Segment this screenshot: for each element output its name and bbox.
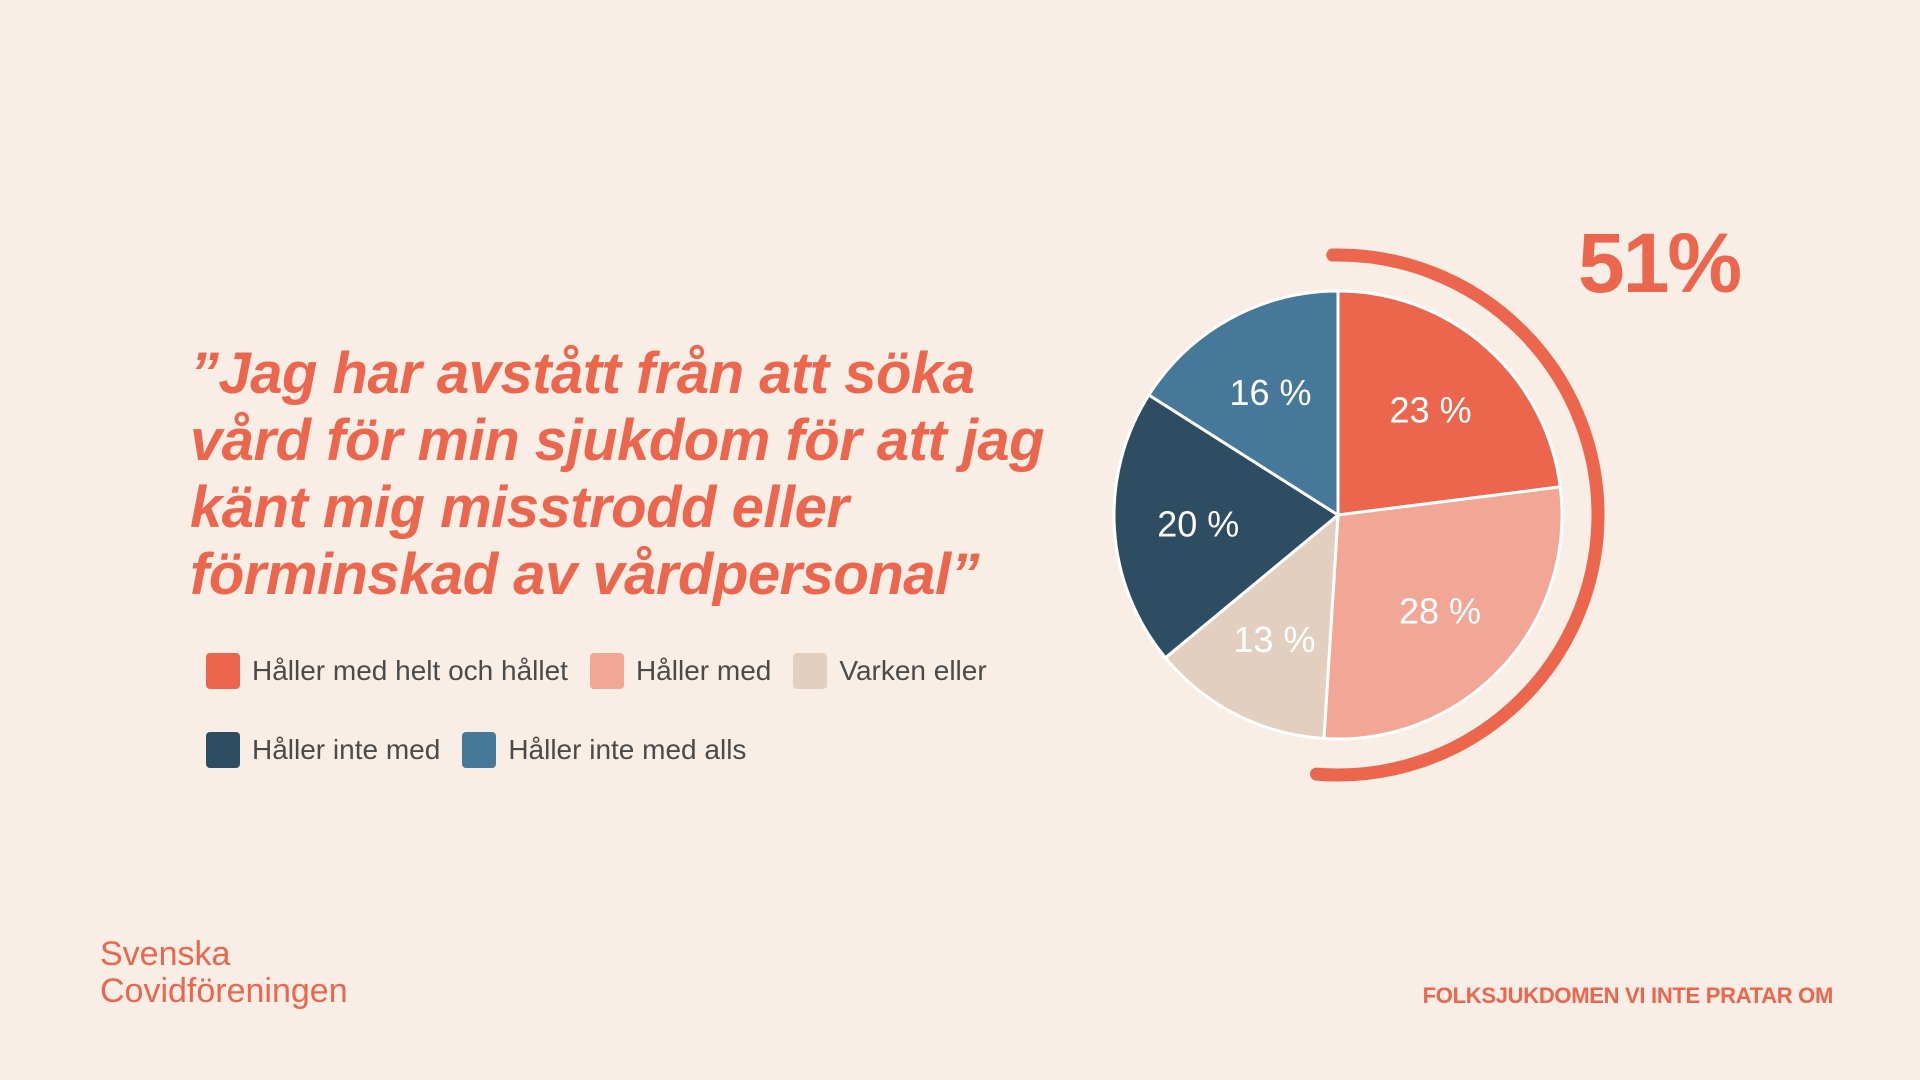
legend-label: Håller med: [635, 654, 772, 686]
highlight-percentage: 51%: [1578, 230, 1740, 310]
legend-item: Varken eller: [793, 651, 987, 690]
legend-swatch: [462, 731, 497, 768]
slice-label: 20 %: [1157, 503, 1239, 544]
chart-quote: ”Jag har avstått från att söka vård för …: [190, 341, 1045, 607]
pie-slice: [1163, 513, 1340, 741]
chart-legend: Håller med helt och hållet Håller med Va…: [206, 651, 1106, 769]
legend-item: Håller med: [589, 651, 772, 690]
pie-chart: 23 % 28 % 13 % 20 % 16 % 51%: [1112, 230, 1742, 782]
slice-label: 28 %: [1399, 590, 1481, 631]
pie-slice: [1147, 289, 1340, 517]
brand-line1: Svenska: [100, 935, 231, 973]
pie-slice: [1336, 289, 1562, 517]
slice-label: 13 %: [1233, 619, 1315, 660]
legend-swatch: [589, 652, 624, 689]
brand-logo: Svenska Covidföreningen: [100, 936, 348, 1010]
pie-slice: [1112, 393, 1340, 660]
slice-label: 16 %: [1230, 372, 1312, 413]
legend-label: Håller inte med alls: [508, 733, 747, 765]
pie-slice: [1322, 485, 1564, 741]
legend-label: Håller inte med: [252, 733, 441, 765]
legend-item: Håller inte med alls: [462, 730, 746, 769]
legend-item: Håller med helt och hållet: [206, 651, 568, 690]
legend-swatch: [206, 731, 240, 768]
legend-item: Håller inte med: [206, 730, 440, 769]
highlight-arc: [1309, 248, 1605, 782]
legend-swatch: [206, 652, 240, 689]
legend-label: Varken eller: [839, 654, 987, 686]
slice-label: 23 %: [1390, 389, 1472, 430]
legend-swatch: [793, 652, 828, 689]
legend-label: Håller med helt och hållet: [252, 654, 568, 686]
footer-tagline: FOLKSJUKDOMEN VI INTE PRATAR OM: [1422, 983, 1834, 1008]
brand-line2: Covidföreningen: [100, 972, 348, 1010]
